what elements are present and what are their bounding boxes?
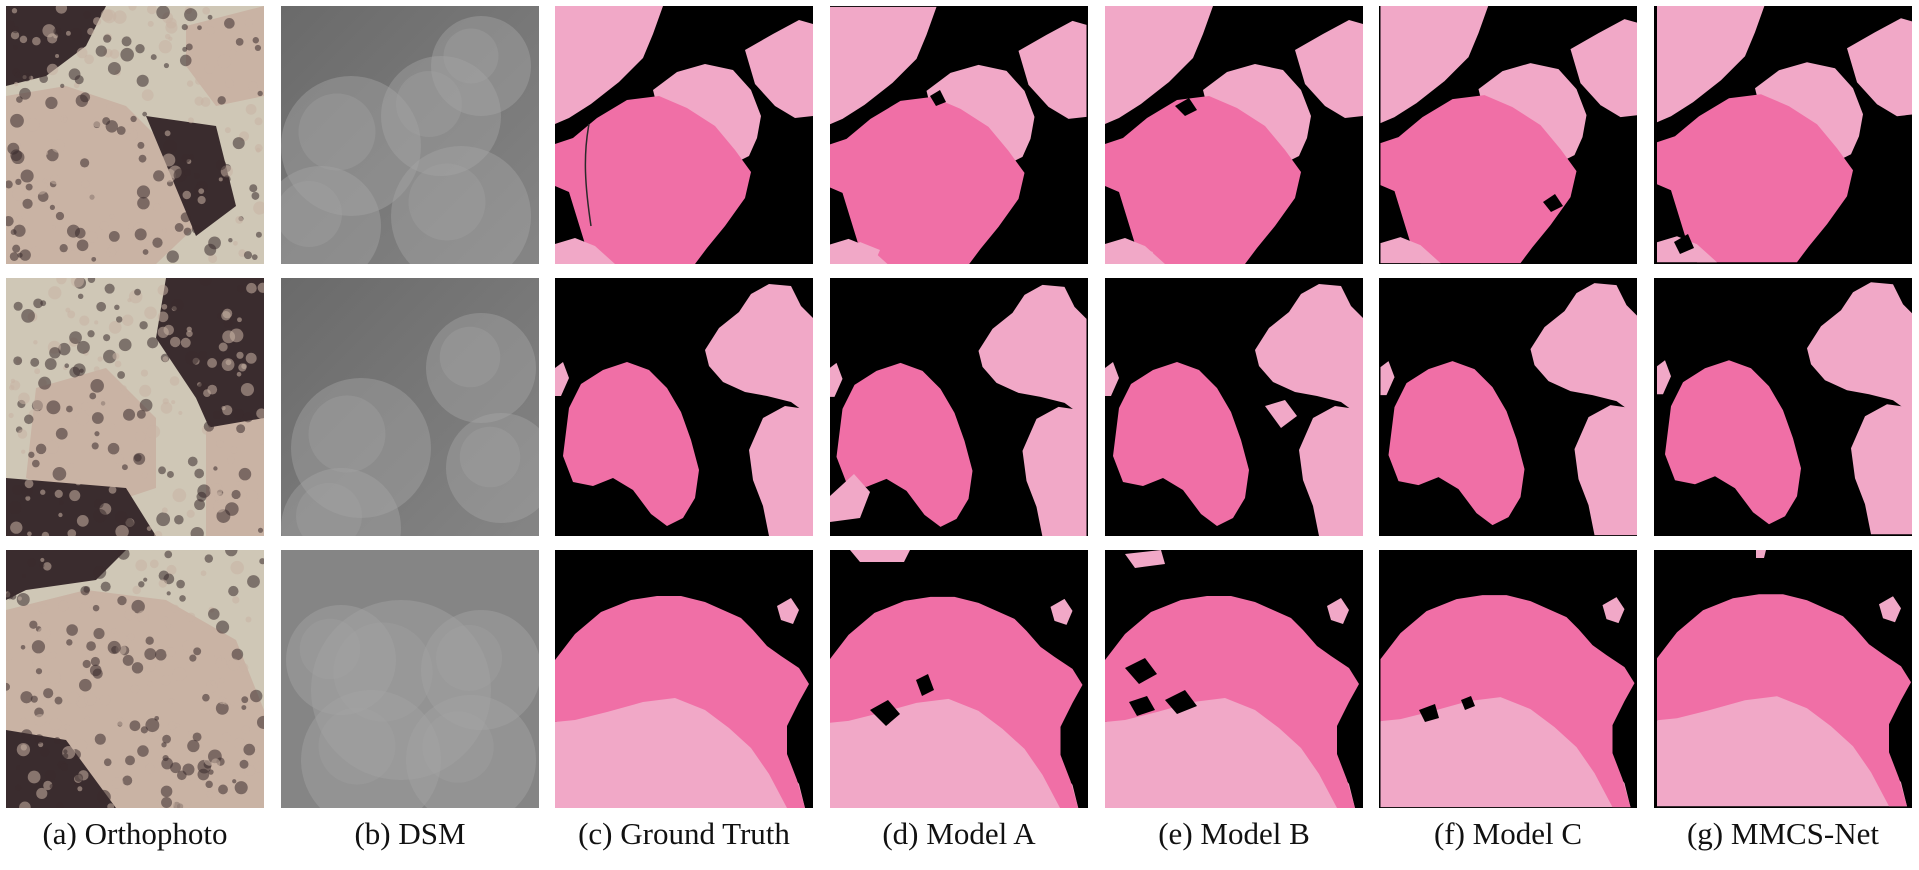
tile-dsm-row-1-col-2 (281, 6, 539, 264)
orthophoto-image (6, 6, 264, 264)
mask-image (830, 6, 1088, 264)
orthophoto-image (6, 278, 264, 536)
tile-mask-row-3-col-3 (555, 550, 813, 808)
tile-mask-row-1-col-3 (555, 6, 813, 264)
tile-mask-row-2-col-6 (1379, 278, 1637, 536)
mask-image (830, 278, 1088, 536)
dsm-image (281, 550, 539, 808)
caption-col-5: (e) Model B (1158, 816, 1310, 851)
dsm-image (281, 6, 539, 264)
mask-image (1654, 6, 1912, 264)
tile-mask-row-1-col-4 (830, 6, 1088, 264)
caption-col-3: (c) Ground Truth (578, 816, 790, 851)
mask-image (1379, 550, 1637, 808)
tile-orthophoto-row-3-col-1 (6, 550, 264, 808)
mask-image (1379, 278, 1637, 536)
tile-dsm-row-2-col-2 (281, 278, 539, 536)
tile-mask-row-3-col-7 (1654, 550, 1912, 808)
tile-mask-row-3-col-6 (1379, 550, 1637, 808)
mask-image (830, 550, 1088, 808)
orthophoto-image (6, 550, 264, 808)
tile-mask-row-1-col-6 (1379, 6, 1637, 264)
mask-image (1105, 550, 1363, 808)
tile-orthophoto-row-2-col-1 (6, 278, 264, 536)
tile-mask-row-3-col-5 (1105, 550, 1363, 808)
caption-col-6: (f) Model C (1433, 816, 1583, 851)
tile-mask-row-3-col-4 (830, 550, 1088, 808)
mask-image (1379, 6, 1637, 264)
caption-col-7: (g) MMCS-Net (1686, 816, 1880, 851)
mask-image (1654, 550, 1912, 808)
tile-mask-row-2-col-3 (555, 278, 813, 536)
tile-mask-row-1-col-7 (1654, 6, 1912, 264)
tile-mask-row-1-col-5 (1105, 6, 1363, 264)
mask-image (555, 550, 813, 808)
mask-image (1105, 278, 1363, 536)
mask-image (1105, 6, 1363, 264)
mask-image (1654, 278, 1912, 536)
caption-col-4: (d) Model A (882, 816, 1036, 851)
tile-mask-row-2-col-7 (1654, 278, 1912, 536)
tile-mask-row-2-col-4 (830, 278, 1088, 536)
caption-col-2: (b) DSM (354, 816, 466, 851)
dsm-image (281, 278, 539, 536)
mask-image (555, 6, 813, 264)
mask-image (555, 278, 813, 536)
tile-dsm-row-3-col-2 (281, 550, 539, 808)
tile-orthophoto-row-1-col-1 (6, 6, 264, 264)
tile-mask-row-2-col-5 (1105, 278, 1363, 536)
caption-col-1: (a) Orthophoto (42, 816, 228, 851)
